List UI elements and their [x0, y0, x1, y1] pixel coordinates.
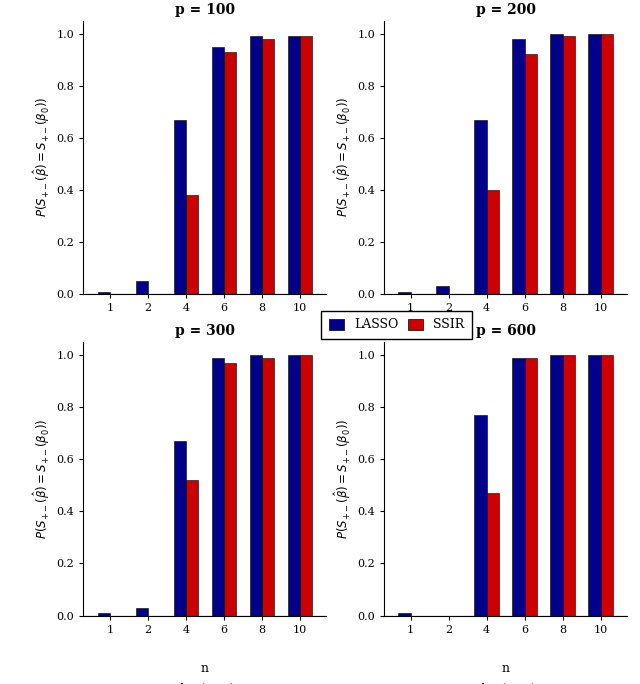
- Bar: [398, 291, 411, 294]
- Bar: [436, 287, 449, 294]
- Bar: [588, 355, 600, 616]
- Bar: [186, 480, 198, 616]
- Bar: [550, 34, 563, 294]
- Text: n: n: [201, 341, 209, 354]
- Bar: [513, 358, 525, 616]
- Bar: [563, 355, 575, 616]
- Text: slog(p−s): slog(p−s): [475, 683, 536, 684]
- Bar: [563, 36, 575, 294]
- Y-axis label: $P(S_{+-}(\hat{\beta}) = S_{+-}(\beta_0))$: $P(S_{+-}(\hat{\beta}) = S_{+-}(\beta_0)…: [31, 97, 52, 218]
- Bar: [287, 36, 300, 294]
- Bar: [486, 190, 499, 294]
- Bar: [550, 355, 563, 616]
- Bar: [600, 34, 613, 294]
- Bar: [212, 47, 224, 294]
- Text: slog(p−s): slog(p−s): [174, 683, 236, 684]
- Legend: LASSO, SSIR: LASSO, SSIR: [321, 311, 472, 339]
- Title: p = 600: p = 600: [476, 324, 536, 338]
- Bar: [173, 120, 186, 294]
- Text: n: n: [201, 662, 209, 675]
- Bar: [398, 613, 411, 616]
- Bar: [287, 355, 300, 616]
- Bar: [486, 493, 499, 616]
- Bar: [262, 358, 274, 616]
- Text: n: n: [502, 341, 509, 354]
- Bar: [224, 52, 236, 294]
- Title: p = 200: p = 200: [476, 3, 536, 16]
- Bar: [186, 195, 198, 294]
- Bar: [474, 120, 486, 294]
- Title: p = 100: p = 100: [175, 3, 235, 16]
- Bar: [513, 39, 525, 294]
- Bar: [262, 39, 274, 294]
- Text: slog(p−s): slog(p−s): [475, 361, 536, 374]
- Bar: [250, 36, 262, 294]
- Bar: [300, 36, 312, 294]
- Y-axis label: $P(S_{+-}(\hat{\beta}) = S_{+-}(\beta_0))$: $P(S_{+-}(\hat{\beta}) = S_{+-}(\beta_0)…: [332, 419, 353, 539]
- Y-axis label: $P(S_{+-}(\hat{\beta}) = S_{+-}(\beta_0))$: $P(S_{+-}(\hat{\beta}) = S_{+-}(\beta_0)…: [31, 419, 52, 539]
- Bar: [212, 358, 224, 616]
- Bar: [525, 358, 537, 616]
- Bar: [97, 613, 110, 616]
- Bar: [474, 415, 486, 616]
- Y-axis label: $P(S_{+-}(\hat{\beta}) = S_{+-}(\beta_0))$: $P(S_{+-}(\hat{\beta}) = S_{+-}(\beta_0)…: [332, 97, 353, 218]
- Bar: [97, 291, 110, 294]
- Bar: [525, 55, 537, 294]
- Bar: [136, 608, 148, 616]
- Bar: [588, 34, 600, 294]
- Text: n: n: [502, 662, 509, 675]
- Bar: [600, 355, 613, 616]
- Bar: [250, 355, 262, 616]
- Title: p = 300: p = 300: [175, 324, 235, 338]
- Text: slog(p−s): slog(p−s): [174, 361, 236, 374]
- Bar: [173, 441, 186, 616]
- Bar: [300, 355, 312, 616]
- Bar: [224, 363, 236, 616]
- Bar: [136, 281, 148, 294]
